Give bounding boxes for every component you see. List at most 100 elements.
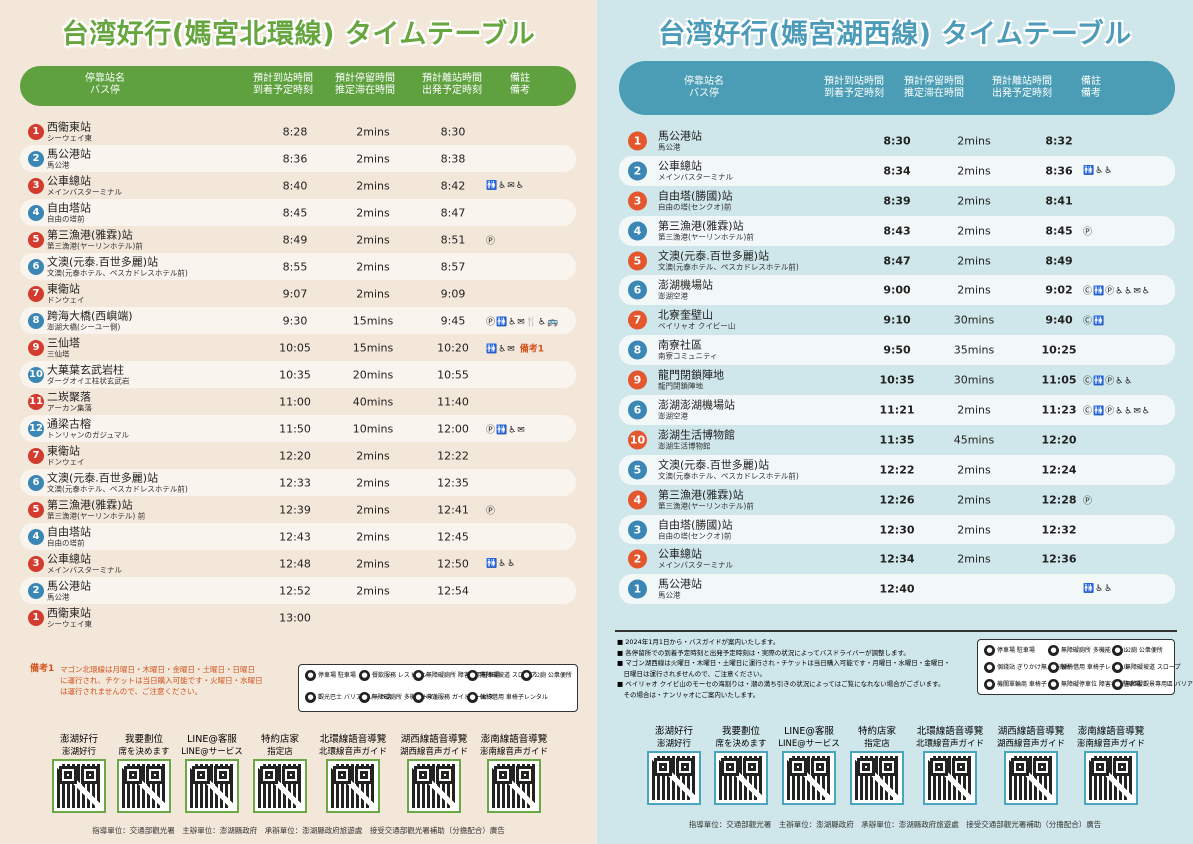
note-line: その場合は・ナンリャオにご案内いたします。 [617,690,760,699]
stop-name: 龍門閉鎖陣地 龍門閉鎖陣地 [658,368,724,391]
qr-label: 北環線語音導覽 [916,726,984,737]
stop-number-badge: 10 [28,366,44,383]
table-row: 3 自由塔(勝國)站 自由の塔(センクオ)前 12:30 2mins 12:32 [619,514,1175,545]
stop-name: 三仙塔 三仙塔 [47,336,80,359]
stop-number-badge: 4 [628,221,647,241]
qr-code-image[interactable] [850,751,904,805]
facility-icons: Ⓟ [486,506,497,516]
qr-code-image[interactable] [487,759,541,813]
header-arrive: 預計到站時間 到着予定時刻 [253,73,313,96]
qr-sublabel: 北環線音声ガイド [915,739,984,749]
table-row: 1 西衛東站 シーウェイ東 8:28 2mins 8:30 [20,118,576,145]
table-row: 9 龍門閉鎖陣地 龍門閉鎖陣地 10:35 30mins 11:05 Ⓒ🚻Ⓟ♿♿ [619,365,1175,395]
qr-code-item[interactable]: 湖西線語音導覽 湖西線音声ガイド [394,731,474,813]
header-remarks: 備註 備考 [510,73,530,96]
qr-code-item[interactable]: LINE@客服 LINE@サービス [769,723,849,805]
stop-number-badge: 2 [28,582,44,599]
facility-icons: Ⓟ [1083,496,1094,507]
stay-duration: 2mins [356,125,390,138]
stay-duration: 2mins [356,503,390,516]
qr-code-item[interactable]: 澎湖好行 澎湖好行 [634,723,714,805]
arrival-time: 8:39 [883,194,911,208]
table-row: 4 第三漁港(雅霖)站 第三漁港(ヤーリンホテル)前 12:26 2mins 12:28 Ⓟ [619,485,1175,515]
qr-code-image[interactable] [923,751,977,805]
qr-code-image[interactable] [1004,751,1058,805]
legend-icon: ● [1112,679,1123,690]
arrival-time: 11:00 [279,395,311,408]
table-row: 11 二崁聚落 アーカン集落 11:00 40mins 11:40 [20,388,576,415]
arrival-time: 9:00 [883,283,911,297]
stay-duration: 2mins [356,206,390,219]
qr-sublabel: 澎湖好行 [61,747,96,757]
stop-number-badge: 2 [628,549,647,569]
legend-item: ● 公廁 公衆便所 [1112,645,1163,656]
departure-time: 9:02 [1045,283,1073,297]
qr-code-image[interactable] [253,759,307,813]
stay-duration: 2mins [356,449,390,462]
stop-name: 公車總站 メインバスターミナル [658,159,733,182]
table-header: 停靠站名 バス停 預計到站時間 到着予定時刻 預計停留時間 推定滞在時間 預計離站時間… [619,61,1175,115]
remark-note-label: 備考1 [519,344,544,354]
qr-code-item[interactable]: 特約店家 指定店 [240,731,320,813]
qr-code-item[interactable]: 特約店家 指定店 [837,723,917,805]
qr-code-image[interactable] [407,759,461,813]
facility-icons: Ⓟ🚻♿✉🍴♿🚌 [486,317,560,327]
stay-duration: 2mins [957,134,991,148]
stop-number-badge: 8 [28,312,44,329]
departure-time: 11:23 [1041,403,1077,417]
facility-icons: Ⓒ🚻Ⓟ♿♿✉♿ [1083,406,1151,417]
qr-code-image[interactable] [782,751,836,805]
stop-number-badge: 8 [628,340,647,360]
qr-code-image[interactable] [326,759,380,813]
table-row: 7 北寮奎壁山 ベイリャオ クイビー山 9:10 30mins 9:40 Ⓒ🚻 [619,305,1175,335]
north-loop-panel: 台湾好行(媽宮北環線) タイムテーブル 停靠站名 バス停 預計到站時間 到着予定時刻… [0,0,597,844]
qr-label: 澎湖好行 [654,726,693,737]
table-row: 3 自由塔(勝國)站 自由の塔(センクオ)前 8:39 2mins 8:41 [619,186,1175,216]
table-row: 6 澎湖澎湖機場站 澎湖空港 11:21 2mins 11:23 Ⓒ🚻Ⓟ♿♿✉♿ [619,395,1175,425]
qr-code-image[interactable] [1084,751,1138,805]
qr-label: 澎南線語音導覽 [480,734,548,745]
qr-code-image[interactable] [117,759,171,813]
departure-time: 8:32 [1045,134,1073,148]
arrival-time: 8:34 [883,164,911,178]
departure-time: 11:05 [1041,373,1077,387]
qr-code-item[interactable]: 湖西線語音導覽 湖西線音声ガイド [991,723,1071,805]
table-row: 8 南寮社區 南寮コミュニティ 9:50 35mins 10:25 [619,335,1175,366]
qr-code-item[interactable]: 澎南線語音導覽 澎南線音声ガイド [474,731,554,813]
stop-number-badge: 3 [28,177,44,194]
stop-name: 澎湖生活博物館 澎湖生活博物館 [658,428,735,451]
qr-code-item[interactable]: 澎南線語音導覽 澎南線音声ガイド [1071,723,1151,805]
table-row: 6 文澳(元泰.百世多麗)站 文澳(元泰ホテル、ペスカドレスホテル前) 8:55 2mi… [20,253,576,280]
stay-duration: 2mins [356,260,390,273]
departure-time: 9:45 [440,314,466,327]
table-row: 4 自由塔站 自由の塔前 8:45 2mins 8:47 [20,199,576,226]
qr-code-item[interactable]: LINE@客服 LINE@サービス [172,731,252,813]
stop-name: 西衛東站 シーウェイ東 [47,120,92,143]
table-row: 10 大菓葉玄武岩柱 ダーグオイエ柱状玄武岩 10:35 20mins 10:55 [20,361,576,388]
stop-number-badge: 2 [28,150,44,167]
qr-code-item[interactable]: 北環線語音導覽 北環線音声ガイド [910,723,990,805]
arrival-time: 8:28 [282,125,308,138]
qr-code-item[interactable]: 我要劃位 席を決めます [104,731,184,813]
qr-code-image[interactable] [52,759,106,813]
stop-name: 自由塔(勝國)站 自由の塔(センクオ)前 [658,518,733,541]
legend-item: ● 停車場 駐車場 [984,645,1035,656]
departure-time: 12:45 [437,530,469,543]
qr-code-image[interactable] [647,751,701,805]
legend-item: ● 無障礙廁所 多機能トイレ [1048,645,1129,656]
qr-code-item[interactable]: 我要劃位 席を決めます [701,723,781,805]
arrival-time: 11:21 [879,403,915,417]
qr-code-item[interactable]: 北環線語音導覽 北環線音声ガイド [313,731,393,813]
table-row: 7 東衛站 ドンウェイ 12:20 2mins 12:22 [20,442,576,469]
qr-code-image[interactable] [185,759,239,813]
stop-name: 文澳(元泰.百世多麗)站 文澳(元泰ホテル、ペスカドレスホテル前) [47,471,188,494]
stop-name: 第三漁港(雅霖)站 第三漁港(ヤーリンホテル)前 [658,488,754,511]
huxi-line-panel: 台湾好行(媽宮湖西線) タイムテーブル 停靠站名 バス停 預計到站時間 到着予定時刻… [597,0,1193,844]
qr-code-image[interactable] [714,751,768,805]
legend-icon: ● [984,679,995,690]
note-line: ■ マゴン湖西線は火曜日・木曜日・土曜日に運行され・チケットは当日購入可能です・… [617,659,951,667]
departure-time: 8:30 [440,125,466,138]
qr-code-item[interactable]: 澎湖好行 澎湖好行 [39,731,119,813]
departure-time: 8:45 [1045,224,1073,238]
stay-duration: 15mins [352,341,394,354]
